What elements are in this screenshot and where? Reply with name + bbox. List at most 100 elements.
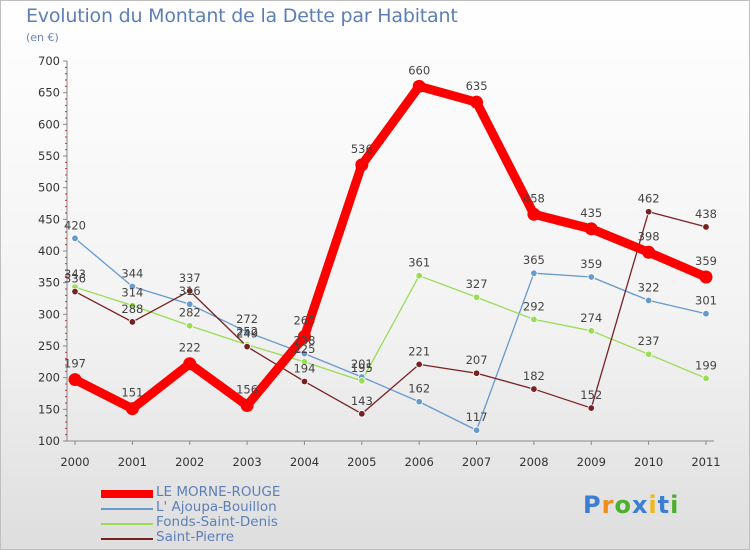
- x-tick-label: 2003: [232, 455, 261, 469]
- logo-letter: o: [614, 491, 632, 519]
- data-point-fonds-saint-denis: [358, 377, 366, 385]
- data-point-fonds-saint-denis: [644, 350, 653, 358]
- data-point-l-ajoupa-bouillon: [644, 296, 653, 305]
- y-tick-label: 250: [38, 339, 60, 353]
- y-tick-label: 600: [38, 117, 60, 131]
- data-label-l-ajoupa-bouillon: 344: [121, 266, 143, 280]
- data-point-le-morne-rouge: [642, 245, 656, 259]
- data-point-l-ajoupa-bouillon: [530, 269, 538, 277]
- x-tick-label: 2009: [577, 455, 606, 469]
- legend-label: Saint-Pierre: [156, 529, 235, 545]
- data-label-l-ajoupa-bouillon: 117: [466, 410, 488, 424]
- data-point-le-morne-rouge: [125, 402, 139, 416]
- data-label-l-ajoupa-bouillon: 420: [64, 218, 86, 232]
- data-label-fonds-saint-denis: 225: [293, 342, 315, 356]
- data-label-l-ajoupa-bouillon: 365: [523, 253, 545, 267]
- x-tick-label: 2010: [634, 455, 663, 469]
- data-label-le-morne-rouge: 435: [580, 206, 602, 220]
- series-line-l-ajoupa-bouillon: [74, 237, 707, 431]
- x-tick-label: 2008: [519, 455, 548, 469]
- series-line-le-morne-rouge: [70, 81, 711, 414]
- legend-swatch: [101, 508, 153, 510]
- data-point-l-ajoupa-bouillon: [587, 273, 595, 281]
- data-label-saint-pierre: 182: [523, 369, 545, 383]
- data-point-l-ajoupa-bouillon: [243, 328, 251, 336]
- data-point-fonds-saint-denis: [587, 327, 595, 335]
- y-tick-label: 700: [38, 54, 60, 68]
- data-point-saint-pierre: [186, 287, 194, 295]
- data-label-saint-pierre: 207: [466, 353, 488, 367]
- data-point-saint-pierre: [300, 377, 309, 386]
- y-tick-label: 650: [38, 86, 60, 100]
- data-label-fonds-saint-denis: 195: [351, 361, 373, 375]
- data-point-saint-pierre: [472, 369, 481, 377]
- data-label-le-morne-rouge: 265: [293, 314, 315, 328]
- legend-label: L' Ajoupa-Bouillon: [156, 499, 277, 515]
- data-point-le-morne-rouge: [68, 373, 82, 387]
- data-point-le-morne-rouge: [297, 330, 311, 343]
- data-point-fonds-saint-denis: [415, 272, 423, 280]
- data-label-fonds-saint-denis: 274: [580, 311, 602, 325]
- legend-swatch: [101, 538, 153, 540]
- data-point-saint-pierre: [702, 223, 710, 231]
- data-label-le-morne-rouge: 151: [121, 386, 143, 400]
- chart-title: Evolution du Montant de la Dette par Hab…: [26, 5, 458, 27]
- data-label-saint-pierre: 462: [638, 192, 660, 206]
- data-label-le-morne-rouge: 536: [351, 142, 373, 156]
- data-point-fonds-saint-denis: [128, 301, 137, 310]
- data-label-le-morne-rouge: 359: [695, 254, 717, 268]
- data-label-l-ajoupa-bouillon: 322: [638, 280, 660, 294]
- logo-letter: i: [670, 491, 680, 519]
- x-tick-label: 2002: [175, 455, 204, 469]
- data-point-l-ajoupa-bouillon: [300, 349, 309, 358]
- legend-swatch: [101, 490, 153, 498]
- data-point-fonds-saint-denis: [300, 358, 309, 366]
- x-tick-label: 2007: [462, 455, 491, 469]
- x-tick-label: 2005: [347, 455, 376, 469]
- data-label-saint-pierre: 152: [580, 388, 602, 402]
- data-label-l-ajoupa-bouillon: 238: [293, 334, 315, 348]
- x-tick-label: 2000: [60, 455, 89, 469]
- y-tick-label: 300: [38, 307, 60, 321]
- y-tick-label: 150: [38, 402, 60, 416]
- legend-swatch: [101, 523, 153, 525]
- series-line-fonds-saint-denis: [74, 275, 707, 382]
- chart-subtitle: (en €): [26, 31, 59, 44]
- data-label-saint-pierre: 143: [351, 394, 373, 408]
- data-label-le-morne-rouge: 156: [236, 383, 258, 397]
- legend-label: Fonds-Saint-Denis: [156, 514, 278, 530]
- data-label-l-ajoupa-bouillon: 316: [179, 284, 201, 298]
- data-point-l-ajoupa-bouillon: [71, 234, 79, 243]
- data-label-fonds-saint-denis: 252: [236, 325, 258, 339]
- data-point-l-ajoupa-bouillon: [128, 282, 137, 291]
- data-label-le-morne-rouge: 222: [179, 341, 201, 355]
- data-point-le-morne-rouge: [412, 79, 426, 93]
- data-point-fonds-saint-denis: [472, 293, 481, 301]
- series-line-saint-pierre: [74, 211, 707, 415]
- data-point-l-ajoupa-bouillon: [415, 398, 423, 406]
- data-label-fonds-saint-denis: 343: [64, 267, 86, 281]
- logo-letter: x: [631, 491, 649, 519]
- data-point-saint-pierre: [243, 342, 251, 351]
- data-point-l-ajoupa-bouillon: [186, 300, 194, 308]
- data-label-saint-pierre: 337: [179, 271, 201, 285]
- data-point-saint-pierre: [71, 287, 79, 296]
- data-label-le-morne-rouge: 197: [64, 357, 86, 371]
- data-point-saint-pierre: [128, 318, 137, 326]
- data-point-saint-pierre: [587, 404, 595, 412]
- data-label-le-morne-rouge: 398: [638, 229, 660, 243]
- data-label-l-ajoupa-bouillon: 201: [351, 357, 373, 371]
- y-tick-label: 550: [38, 149, 60, 163]
- data-point-saint-pierre: [415, 360, 423, 369]
- data-point-le-morne-rouge: [699, 270, 713, 284]
- data-label-saint-pierre: 438: [695, 207, 717, 221]
- y-tick-label: 500: [38, 181, 60, 195]
- proxiti-logo: Proxiti: [583, 491, 679, 519]
- x-tick-label: 2006: [405, 455, 434, 469]
- data-point-le-morne-rouge: [183, 357, 197, 371]
- data-label-saint-pierre: 194: [293, 361, 315, 375]
- data-label-fonds-saint-denis: 361: [408, 256, 430, 270]
- data-label-fonds-saint-denis: 199: [695, 358, 717, 372]
